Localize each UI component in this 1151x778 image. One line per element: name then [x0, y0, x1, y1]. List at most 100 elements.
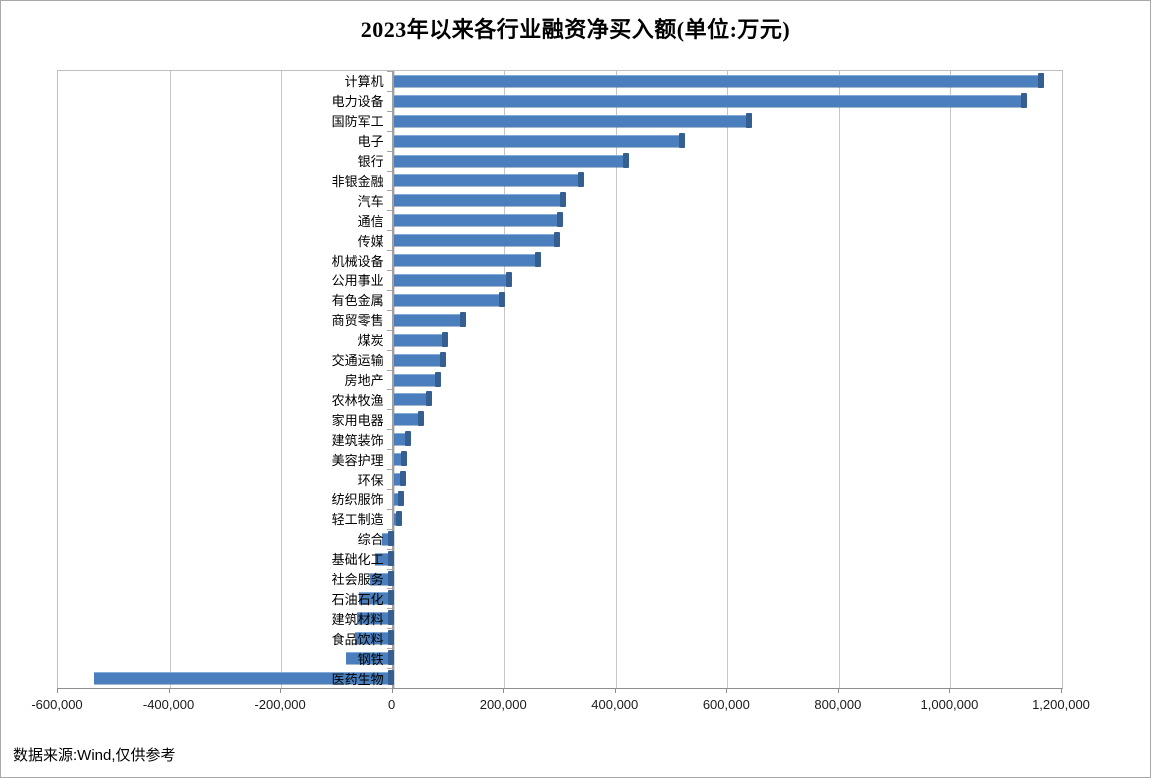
- category-axis-tick: [386, 529, 392, 530]
- bar-end-cap: [387, 650, 394, 666]
- gridline: [615, 71, 617, 688]
- gridline: [727, 71, 729, 688]
- bar: [393, 232, 560, 248]
- bar-end-cap: [395, 510, 402, 526]
- gridline: [504, 71, 506, 688]
- bar-end-cap: [387, 570, 394, 586]
- bar-end-cap: [560, 192, 567, 208]
- category-axis-tick: [386, 469, 392, 470]
- x-axis-tick: [726, 688, 728, 693]
- category-axis-tick: [386, 250, 392, 251]
- category-axis-tick: [386, 91, 392, 92]
- bar: [382, 530, 394, 546]
- category-label: 基础化工: [331, 552, 384, 568]
- category-label: 医药生物: [331, 671, 384, 687]
- x-axis-tick: [949, 688, 951, 693]
- bar: [356, 610, 394, 626]
- bar: [393, 391, 433, 407]
- gridline: [281, 71, 283, 688]
- bar: [393, 411, 424, 427]
- category-label: 银行: [357, 154, 384, 170]
- bar: [393, 311, 467, 327]
- x-tick-label: 1,200,000: [1032, 697, 1090, 712]
- bar: [393, 172, 585, 188]
- bar: [393, 331, 448, 347]
- x-axis-tick: [391, 688, 393, 693]
- category-axis-tick: [386, 290, 392, 291]
- zero-axis: [391, 71, 394, 688]
- x-axis-tick: [280, 688, 282, 693]
- bar: [393, 431, 411, 447]
- category-axis-tick: [386, 688, 392, 689]
- bar: [393, 351, 446, 367]
- bar: [393, 192, 567, 208]
- bar: [393, 152, 629, 168]
- category-axis-tick: [386, 270, 392, 271]
- category-label: 食品饮料: [331, 631, 384, 647]
- bar-end-cap: [745, 112, 752, 128]
- category-label: 环保: [357, 472, 384, 488]
- bar-end-cap: [387, 590, 394, 606]
- bar-end-cap: [426, 391, 433, 407]
- x-tick-label: 400,000: [591, 697, 639, 712]
- category-label: 汽车: [357, 193, 384, 209]
- bar-end-cap: [553, 232, 560, 248]
- bar-end-cap: [460, 311, 467, 327]
- footer-note: 数据来源:Wind,仅供参考: [13, 747, 176, 764]
- category-label: 综合: [357, 532, 384, 548]
- bar: [369, 570, 394, 586]
- bar: [393, 471, 407, 487]
- category-label: 计算机: [344, 74, 384, 90]
- category-label: 非银金融: [331, 173, 384, 189]
- bar-end-cap: [1038, 72, 1045, 88]
- category-label: 钢铁: [357, 651, 384, 667]
- category-axis-tick: [386, 648, 392, 649]
- x-tick-label: 800,000: [814, 697, 862, 712]
- category-label: 机械设备: [331, 253, 384, 269]
- category-axis-tick: [386, 409, 392, 410]
- category-label: 煤炭: [357, 333, 384, 349]
- gridline: [838, 71, 840, 688]
- x-axis-tick: [503, 688, 505, 693]
- category-axis-tick: [386, 330, 392, 331]
- category-label: 石油石化: [331, 591, 384, 607]
- category-label: 有色金属: [331, 293, 384, 309]
- category-label: 商贸零售: [331, 313, 384, 329]
- x-axis-tick: [837, 688, 839, 693]
- category-label: 国防军工: [331, 114, 384, 130]
- category-axis-tick: [386, 389, 392, 390]
- x-tick-label: 0: [388, 697, 396, 712]
- bar-end-cap: [1020, 92, 1027, 108]
- x-axis-tick: [1061, 688, 1062, 693]
- gridline: [169, 71, 171, 688]
- category-label: 美容护理: [331, 452, 384, 468]
- bar-end-cap: [387, 530, 394, 546]
- x-axis-tick: [168, 688, 170, 693]
- bar-end-cap: [404, 431, 411, 447]
- category-axis-tick: [386, 569, 392, 570]
- bar-end-cap: [434, 371, 441, 387]
- bar-end-cap: [439, 351, 446, 367]
- category-axis-tick: [386, 370, 392, 371]
- category-axis-tick: [386, 608, 392, 609]
- bar-end-cap: [678, 132, 685, 148]
- category-label: 电力设备: [331, 94, 384, 110]
- category-label: 建筑材料: [331, 611, 384, 627]
- bar: [393, 112, 752, 128]
- category-label: 家用电器: [331, 412, 384, 428]
- category-label: 农林牧渔: [331, 392, 384, 408]
- category-axis-tick: [386, 131, 392, 132]
- bar: [393, 212, 564, 228]
- bar-end-cap: [387, 550, 394, 566]
- category-axis-tick: [386, 668, 392, 669]
- bar: [393, 271, 512, 287]
- category-axis-tick: [386, 230, 392, 231]
- x-axis-tick: [614, 688, 616, 693]
- category-axis-tick: [386, 111, 392, 112]
- bar: [93, 670, 394, 686]
- bar-end-cap: [557, 212, 564, 228]
- category-axis-tick: [386, 151, 392, 152]
- bar: [346, 650, 394, 666]
- bar-end-cap: [387, 630, 394, 646]
- category-axis-tick: [386, 210, 392, 211]
